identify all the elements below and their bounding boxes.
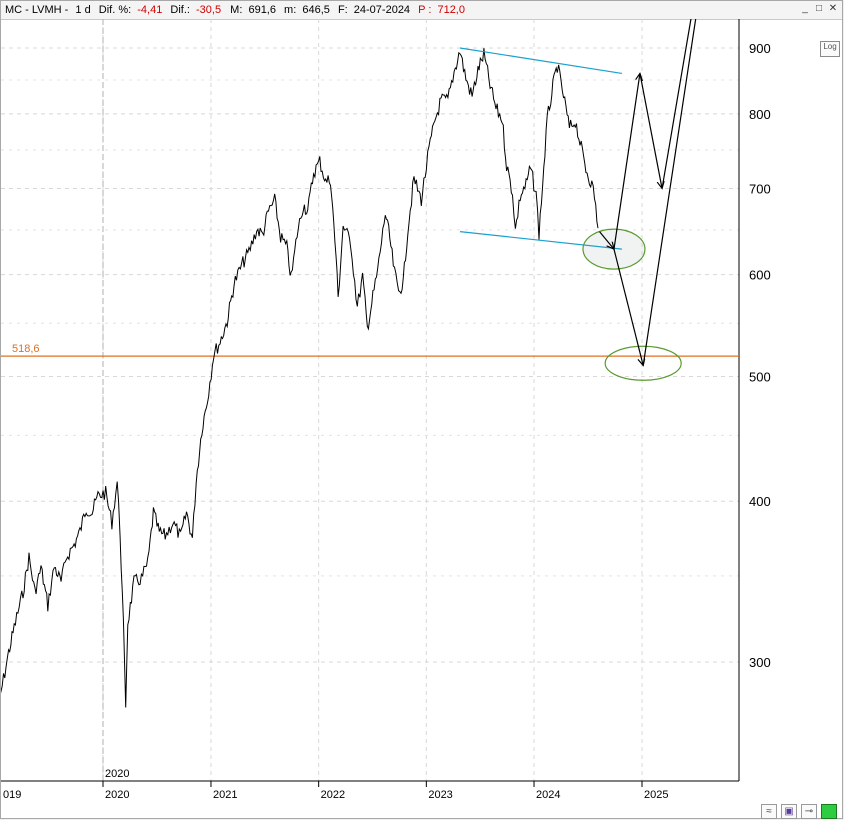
y-tick-label-5: 400 <box>749 494 771 509</box>
projection-arrow-1-0 <box>613 248 643 365</box>
y-tick-label-1: 800 <box>749 107 771 122</box>
price-value: 712,0 <box>437 4 465 16</box>
x-tick-label-5: 2024 <box>536 789 560 801</box>
pin-icon[interactable]: ⊸ <box>801 803 817 819</box>
dif-pct-value: -4,41 <box>137 4 163 16</box>
min-value: 646,5 <box>302 4 330 16</box>
minimize-button[interactable]: _ <box>802 3 808 14</box>
projection-arrow-0-3 <box>661 19 692 189</box>
projection-arrow-1-1 <box>642 19 697 366</box>
projection-arrow-0-1 <box>613 73 640 250</box>
trend-channel-line-0 <box>459 47 623 75</box>
y-tick-label-2: 700 <box>749 181 771 196</box>
x-tick-label-0: 019 <box>3 789 21 801</box>
dif-pct-label: Dif. %: <box>98 4 132 16</box>
title-bar: MC - LVMH - 1 d Dif. %: -4,41 Dif.: -30,… <box>1 1 842 20</box>
price-series-0 <box>1 48 599 708</box>
chart-svg: 900 800 700 600 500 400 300 019 2020 2021 2022 2023… <box>1 19 771 801</box>
zoom-icon[interactable]: ≈ <box>761 803 777 819</box>
green-status-icon[interactable] <box>821 803 837 819</box>
x-tick-label-2: 2021 <box>213 789 237 801</box>
date-value: 24-07-2024 <box>353 4 411 16</box>
trend-channel-line-1 <box>459 231 623 250</box>
dif-value: -30,5 <box>196 4 222 16</box>
x-tick-label-4: 2023 <box>428 789 452 801</box>
projection-arrow-0-2 <box>639 73 662 188</box>
price-chart: 900 800 700 600 500 400 300 019 2020 2021 2022 2023… <box>1 19 844 820</box>
y-tick-label-0: 900 <box>749 41 771 56</box>
price-label: P : <box>418 4 432 16</box>
max-value: 691,6 <box>248 4 276 16</box>
y-tick-label-6: 300 <box>749 655 771 670</box>
symbol-label: MC - LVMH - <box>5 4 69 16</box>
log-scale-button[interactable]: Log <box>820 41 840 57</box>
bottom-toolbar: ≈ ▣ ⊸ <box>761 802 837 820</box>
date-label: F: <box>337 4 348 16</box>
y-tick-label-4: 500 <box>749 370 771 385</box>
restore-button[interactable]: □ <box>815 3 823 14</box>
y-tick-label-3: 600 <box>749 268 771 283</box>
dif-label: Dif.: <box>170 4 190 16</box>
max-label: M: <box>230 4 243 16</box>
projection-arrow-0-0 <box>599 231 614 250</box>
year-marker-label: 2020 <box>105 768 129 780</box>
x-tick-label-3: 2022 <box>321 789 345 801</box>
close-button[interactable]: ✕ <box>828 3 838 14</box>
support-level-label: 518,6 <box>12 343 40 355</box>
min-label: m: <box>284 4 297 16</box>
save-icon[interactable]: ▣ <box>781 803 797 819</box>
window-buttons: _ □ ✕ <box>799 3 839 15</box>
interval-label: 1 d <box>75 4 91 16</box>
target-ellipse-1 <box>604 345 682 381</box>
x-tick-label-6: 2025 <box>644 789 668 801</box>
x-tick-label-1: 2020 <box>105 789 129 801</box>
